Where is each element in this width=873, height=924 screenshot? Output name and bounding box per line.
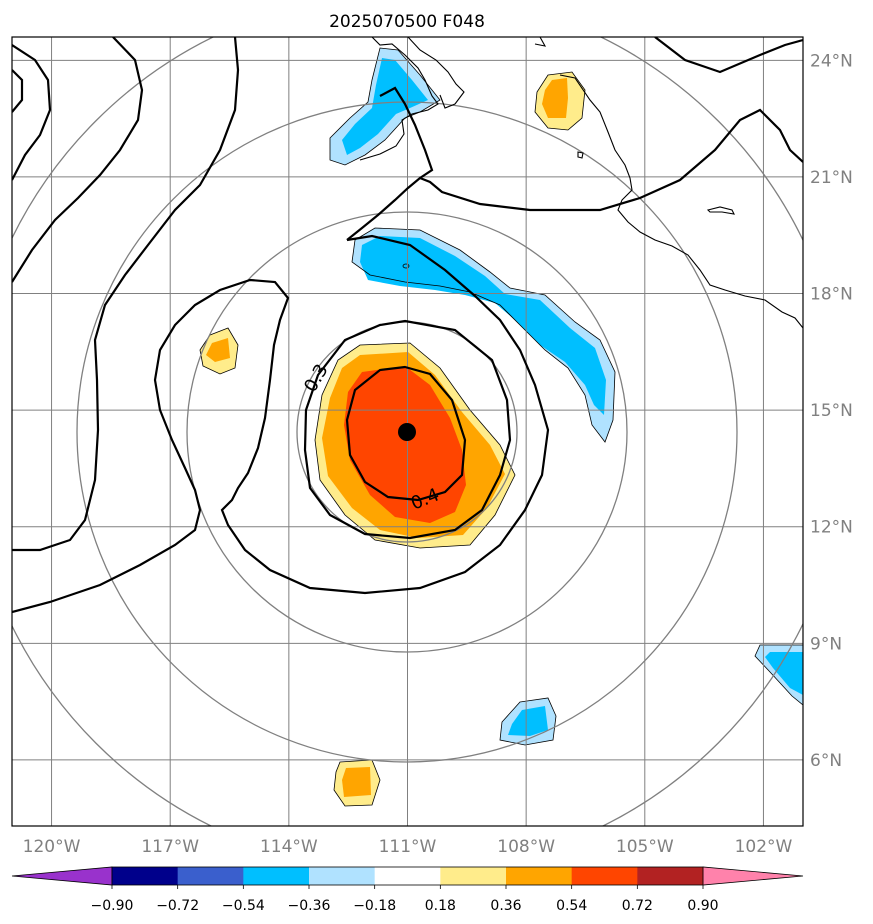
colorbar: −0.90 −0.72 −0.54 −0.36 −0.18 0.18 0.36 0.54 0.7… [11,866,804,914]
colorbar-segment [571,867,638,885]
shading-layer [200,48,803,806]
contour-north [346,108,803,241]
contour-ne-top [654,37,803,74]
colorbar-segment [112,867,179,885]
lat-tick-label: 18°N [810,285,853,305]
shade-e-neg-036 [765,652,803,695]
colorbar-tick-label: −0.18 [353,898,396,914]
shade-s-neg-036 [508,706,548,736]
lon-tick-label: 108°W [497,837,555,857]
colorbar-tick-label: −0.36 [288,898,331,914]
chart-title: 2025070500 F048 [329,12,485,32]
colorbar-segment [309,867,376,885]
shade-band-neg-036 [360,236,606,415]
colorbar-segment [243,867,310,885]
contour-baja [379,86,434,179]
lat-tick-label: 6°N [810,751,842,771]
shade-n-neg-036 [342,58,428,155]
lon-tick-labels: 120°W 117°W 114°W 111°W 108°W 105°W 102°W [23,837,793,857]
colorbar-tick-label: 0.72 [622,898,653,914]
coastline-mainland [407,37,803,329]
map-panel: 0.3 0.4 [12,37,803,826]
lon-tick-label: 117°W [141,837,199,857]
map-frame [11,36,804,827]
lon-tick-label: 111°W [379,837,437,857]
lat-tick-label: 12°N [810,518,853,538]
lon-tick-label: 102°W [735,837,793,857]
colorbar-extend-min [11,866,113,886]
lat-tick-label: 15°N [810,401,853,421]
contour-west-4 [12,69,24,113]
coastline-islet [577,151,584,159]
lon-tick-label: 105°W [616,837,674,857]
colorbar-segment [637,867,704,885]
shade-core-072 [344,366,466,523]
lat-tick-label: 9°N [810,634,842,654]
storm-center-marker [398,423,416,441]
colorbar-tick-label: 0.54 [556,898,587,914]
colorbar-tick-label: −0.72 [156,898,199,914]
lat-tick-labels: 6°N 9°N 12°N 15°N 18°N 21°N 24°N [810,51,853,771]
coastlines [359,37,803,329]
contour-west-3 [12,44,52,181]
lon-tick-label: 114°W [260,837,318,857]
lon-tick-label: 120°W [23,837,81,857]
lat-tick-label: 21°N [810,168,853,188]
colorbar-extend-max [702,866,804,886]
colorbar-segment [374,867,441,885]
contour-west-1 [12,37,240,552]
contour-west-2 [12,37,144,283]
shade-s-pos-054 [342,767,371,797]
gridlines [12,37,803,826]
coastline-island [706,206,735,215]
colorbar-outline [111,866,704,886]
lat-tick-label: 24°N [810,51,853,71]
colorbar-tick-label: −0.54 [222,898,265,914]
colorbar-tick-label: −0.90 [91,898,134,914]
shade-ne-pos-054 [542,78,568,118]
colorbar-tick-label: 0.36 [490,898,521,914]
colorbar-tick-label: 0.90 [687,898,718,914]
contour-0.3 [303,319,512,540]
colorbar-tick-label: 0.18 [425,898,456,914]
thin-contours [199,47,803,807]
coastline-baja [359,37,439,161]
thick-contours [12,37,803,614]
shade-w-pos-054 [206,338,230,362]
contour-0.4 [345,365,467,502]
colorbar-segment [506,867,573,885]
colorbar-segment [177,867,244,885]
contour-outer [12,234,550,614]
colorbar-segment [440,867,507,885]
